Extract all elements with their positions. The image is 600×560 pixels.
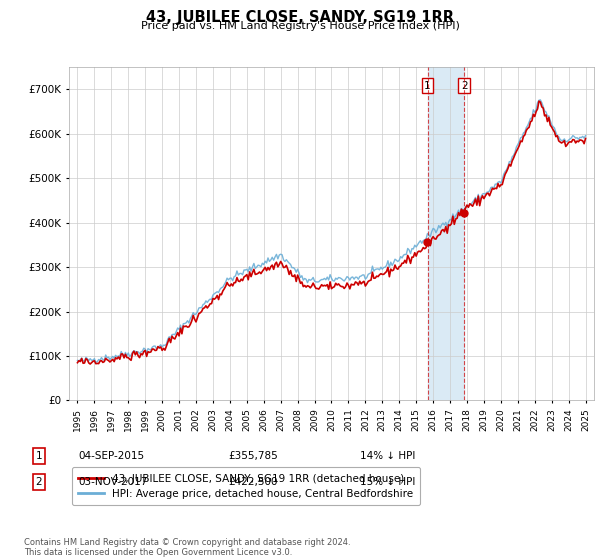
Text: £422,500: £422,500 bbox=[228, 477, 277, 487]
Text: 03-NOV-2017: 03-NOV-2017 bbox=[78, 477, 148, 487]
Text: 1: 1 bbox=[35, 451, 43, 461]
Text: Price paid vs. HM Land Registry's House Price Index (HPI): Price paid vs. HM Land Registry's House … bbox=[140, 21, 460, 31]
Bar bbox=[428, 67, 464, 400]
Legend: 43, JUBILEE CLOSE, SANDY, SG19 1RR (detached house), HPI: Average price, detache: 43, JUBILEE CLOSE, SANDY, SG19 1RR (deta… bbox=[71, 467, 419, 505]
Text: 1: 1 bbox=[424, 81, 431, 91]
Text: 04-SEP-2015: 04-SEP-2015 bbox=[78, 451, 144, 461]
Text: 2: 2 bbox=[461, 81, 467, 91]
Text: £355,785: £355,785 bbox=[228, 451, 278, 461]
Text: 14% ↓ HPI: 14% ↓ HPI bbox=[360, 451, 415, 461]
Text: 2: 2 bbox=[35, 477, 43, 487]
Text: 43, JUBILEE CLOSE, SANDY, SG19 1RR: 43, JUBILEE CLOSE, SANDY, SG19 1RR bbox=[146, 10, 454, 25]
Text: 15% ↓ HPI: 15% ↓ HPI bbox=[360, 477, 415, 487]
Text: Contains HM Land Registry data © Crown copyright and database right 2024.
This d: Contains HM Land Registry data © Crown c… bbox=[24, 538, 350, 557]
